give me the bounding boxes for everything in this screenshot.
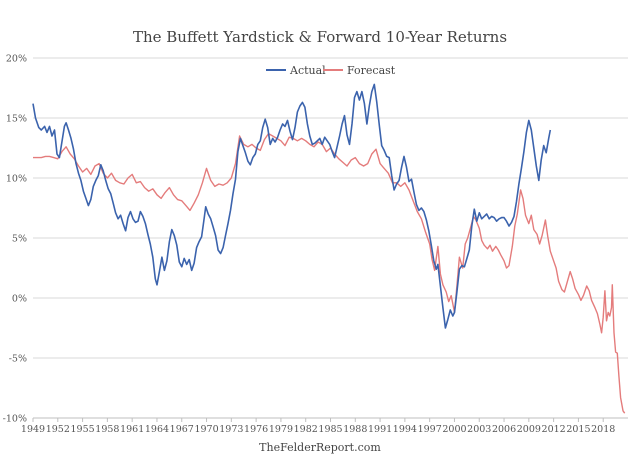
x-tick-label: 2018 <box>591 424 615 435</box>
x-axis: 1949 1952 1955 1958 1961 1964 1967 1970 1973 1976… <box>21 418 615 435</box>
x-tick-label: 1952 <box>46 424 70 435</box>
x-tick-label: 1976 <box>244 424 268 435</box>
x-tick-label: 1964 <box>145 424 169 435</box>
y-axis: 20% 15% 10% 5% 0% -5% -10% <box>3 54 27 425</box>
x-tick-label: 2006 <box>492 424 516 435</box>
chart-title: The Buffett Yardstick & Forward 10-Year … <box>133 28 507 46</box>
x-tick-label: 1982 <box>294 424 318 435</box>
y-tick-label: -10% <box>3 414 27 425</box>
x-tick-label: 2012 <box>542 424 566 435</box>
series-line-actual <box>32 83 552 329</box>
x-tick-label: 1994 <box>393 424 417 435</box>
x-tick-label: 1997 <box>418 424 442 435</box>
series-line-forecast <box>33 132 626 414</box>
x-tick-label: 1970 <box>194 424 218 435</box>
x-tick-label: 1967 <box>170 424 194 435</box>
x-tick-label: 2009 <box>517 424 541 435</box>
x-tick-label: 1961 <box>120 424 144 435</box>
x-tick-label: 1979 <box>269 424 293 435</box>
x-tick-label: 1988 <box>343 424 367 435</box>
x-tick-label: 1958 <box>95 424 119 435</box>
y-tick-label: -5% <box>9 354 27 365</box>
y-tick-label: 10% <box>6 174 27 185</box>
legend-label-forecast: Forecast <box>347 64 396 77</box>
x-tick-label: 1991 <box>368 424 392 435</box>
legend: Actual Forecast <box>266 64 396 77</box>
x-tick-label: 2015 <box>566 424 590 435</box>
legend-label-actual: Actual <box>289 64 326 77</box>
x-tick-label: 1955 <box>70 424 94 435</box>
y-tick-label: 0% <box>12 294 27 305</box>
x-tick-label: 2003 <box>467 424 491 435</box>
x-tick-label: 2000 <box>442 424 466 435</box>
y-tick-label: 15% <box>6 114 27 125</box>
plot-area <box>32 83 626 414</box>
chart-footer: TheFelderReport.com <box>259 441 381 454</box>
x-tick-label: 1949 <box>21 424 45 435</box>
x-tick-label: 1985 <box>318 424 342 435</box>
y-tick-label: 5% <box>12 234 27 245</box>
y-tick-label: 20% <box>6 54 27 65</box>
x-tick-label: 1973 <box>219 424 243 435</box>
